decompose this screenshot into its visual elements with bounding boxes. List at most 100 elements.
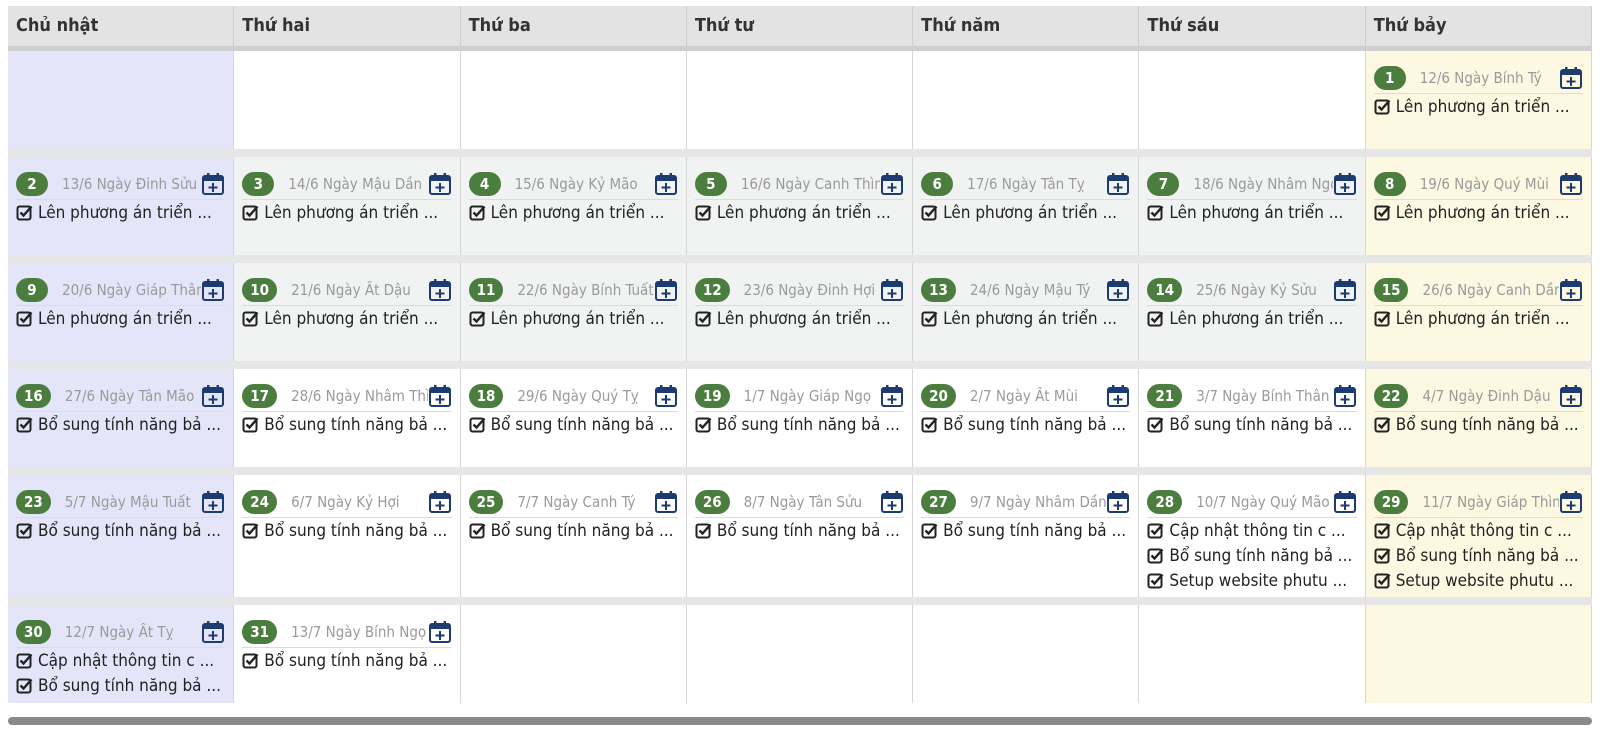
task-item[interactable]: Bổ sung tính năng bả ... [242,648,459,673]
task-item[interactable]: Cập nhật thông tin c ... [1374,518,1591,543]
add-event-button[interactable] [880,278,904,302]
task-item[interactable]: Lên phương án triển ... [1147,306,1364,331]
task-item[interactable]: Lên phương án triển ... [242,200,459,225]
task-item[interactable]: Bổ sung tính năng bả ... [921,518,1138,543]
task-item[interactable]: Bổ sung tính năng bả ... [921,412,1138,437]
task-title: Lên phương án triển ... [264,202,439,223]
add-event-button[interactable] [1106,172,1130,196]
task-item[interactable]: Bổ sung tính năng bả ... [1147,412,1364,437]
day-number: 20 [921,384,956,408]
add-event-button[interactable] [880,384,904,408]
add-event-button[interactable] [1106,278,1130,302]
add-event-button[interactable] [428,384,452,408]
task-item[interactable]: Lên phương án triển ... [1147,200,1364,225]
add-event-button[interactable] [1559,66,1583,90]
task-item[interactable]: Bổ sung tính năng bả ... [242,518,459,543]
weekday-label: Thứ tư [687,6,914,46]
day-header: 23 5/7 Ngày Mậu Tuất [16,487,226,518]
add-event-button[interactable] [1106,384,1130,408]
task-item[interactable]: Bổ sung tính năng bả ... [469,412,686,437]
task-title: Cập nhật thông tin c ... [1169,520,1346,541]
add-event-button[interactable] [654,278,678,302]
add-event-button[interactable] [654,384,678,408]
add-event-button[interactable] [1333,172,1357,196]
day-cell: 6 17/6 Ngày Tân Tỵ Lên phương án triển ... [913,157,1140,255]
lunar-date: 17/6 Ngày Tân Tỵ [967,175,1085,193]
task-item[interactable]: Lên phương án triển ... [921,306,1138,331]
lunar-date: 5/7 Ngày Mậu Tuất [64,493,191,511]
add-event-button[interactable] [1106,490,1130,514]
lunar-date: 3/7 Ngày Bính Thân [1196,387,1330,405]
add-event-button[interactable] [1333,384,1357,408]
lunar-date: 26/6 Ngày Canh Dần [1422,281,1559,299]
task-item[interactable]: Setup website phutu ... [1147,568,1364,593]
day-header: 18 29/6 Ngày Quý Tỵ [468,381,678,412]
task-item[interactable]: Lên phương án triển ... [16,200,233,225]
add-event-button[interactable] [1333,278,1357,302]
add-event-button[interactable] [880,490,904,514]
add-event-button[interactable] [428,172,452,196]
day-number: 19 [694,384,730,408]
add-event-button[interactable] [654,172,678,196]
task-item[interactable]: Bổ sung tính năng bả ... [16,412,233,437]
add-event-button[interactable] [428,278,452,302]
task-item[interactable]: Setup website phutu ... [1374,568,1591,593]
add-event-button[interactable] [1559,278,1583,302]
task-item[interactable]: Bổ sung tính năng bả ... [16,518,233,543]
task-item[interactable]: Lên phương án triển ... [469,306,686,331]
day-number: 1 [1373,66,1406,90]
add-event-button[interactable] [1333,490,1357,514]
day-number: 16 [16,384,51,408]
day-number: 9 [16,278,48,302]
day-number: 2 [16,172,48,196]
add-event-button[interactable] [201,620,225,644]
task-item[interactable]: Lên phương án triển ... [469,200,686,225]
task-item[interactable]: Bổ sung tính năng bả ... [1147,543,1364,568]
task-item[interactable]: Bổ sung tính năng bả ... [469,518,686,543]
task-item[interactable]: Cập nhật thông tin c ... [1147,518,1364,543]
add-event-button[interactable] [880,172,904,196]
day-cell: 3 14/6 Ngày Mậu Dần Lên phương án triển ..… [234,157,461,255]
day-header: 30 12/7 Ngày Ất Tỵ [16,617,226,648]
task-item[interactable]: Bổ sung tính năng bả ... [695,518,912,543]
add-event-button[interactable] [1559,384,1583,408]
task-title: Bổ sung tính năng bả ... [943,414,1127,435]
add-event-button[interactable] [201,490,225,514]
task-item[interactable]: Lên phương án triển ... [242,306,459,331]
task-item[interactable]: Bổ sung tính năng bả ... [242,412,459,437]
task-title: Bổ sung tính năng bả ... [490,520,674,541]
task-item[interactable]: Lên phương án triển ... [1374,200,1591,225]
task-title: Bổ sung tính năng bả ... [1169,414,1353,435]
add-event-button[interactable] [201,172,225,196]
add-event-button[interactable] [654,490,678,514]
task-item[interactable]: Bổ sung tính năng bả ... [16,673,233,698]
add-event-button[interactable] [1559,490,1583,514]
lunar-date: 23/6 Ngày Đinh Hợi [743,281,876,299]
add-event-button[interactable] [201,278,225,302]
day-cell: 8 19/6 Ngày Quý Mùi Lên phương án triển ..… [1365,157,1592,255]
task-title: Lên phương án triển ... [716,308,891,329]
lunar-date: 15/6 Ngày Kỷ Mão [514,175,638,193]
task-item[interactable]: Lên phương án triển ... [16,306,233,331]
task-item[interactable]: Lên phương án triển ... [921,200,1138,225]
add-event-button[interactable] [1559,172,1583,196]
task-item[interactable]: Lên phương án triển ... [1374,94,1591,119]
day-cell [686,51,914,149]
day-header: 25 7/7 Ngày Canh Tý [468,487,678,518]
task-item[interactable]: Lên phương án triển ... [695,306,912,331]
day-number: 26 [694,490,730,514]
add-event-button[interactable] [428,490,452,514]
day-cell [1139,605,1366,703]
day-cell [913,605,1140,703]
task-title: Lên phương án triển ... [1169,202,1344,223]
day-cell: 14 25/6 Ngày Kỷ Sửu Lên phương án triển ..… [1139,263,1366,361]
task-item[interactable]: Bổ sung tính năng bả ... [695,412,912,437]
task-item[interactable]: Bổ sung tính năng bả ... [1374,412,1591,437]
task-item[interactable]: Lên phương án triển ... [695,200,912,225]
scrollbar[interactable] [8,717,1592,725]
task-item[interactable]: Lên phương án triển ... [1374,306,1591,331]
add-event-button[interactable] [201,384,225,408]
add-event-button[interactable] [428,620,452,644]
task-item[interactable]: Bổ sung tính năng bả ... [1374,543,1591,568]
task-item[interactable]: Cập nhật thông tin c ... [16,648,233,673]
